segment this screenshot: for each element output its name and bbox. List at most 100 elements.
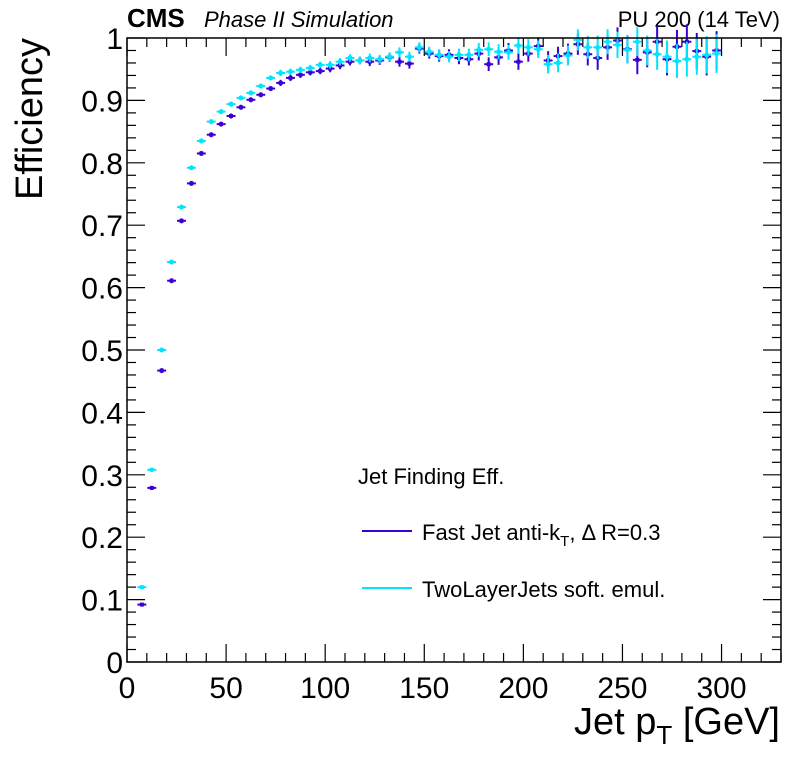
point-marker <box>308 65 313 70</box>
data-point <box>484 42 494 57</box>
data-point <box>236 104 246 110</box>
point-marker <box>357 58 362 63</box>
data-point <box>177 204 186 210</box>
data-point <box>305 64 315 72</box>
data-point <box>622 36 632 64</box>
data-point <box>533 40 543 58</box>
point-marker <box>149 467 154 472</box>
point-marker <box>238 105 243 110</box>
conditions-label: PU 200 (14 TeV) <box>618 7 780 32</box>
point-marker <box>179 218 184 223</box>
data-point <box>395 47 404 58</box>
data-point <box>276 79 286 87</box>
data-point <box>167 259 177 265</box>
data-point <box>712 34 722 73</box>
point-marker <box>546 62 551 67</box>
legend: Jet Finding Eff. Fast Jet anti-kT, Δ R=0… <box>358 464 665 602</box>
point-marker <box>645 48 650 53</box>
plot-frame <box>126 37 782 663</box>
point-marker <box>189 165 194 170</box>
y-tick-label: 0.6 <box>81 273 123 306</box>
point-marker <box>308 70 313 75</box>
series-1 <box>137 27 722 590</box>
data-point <box>157 347 167 353</box>
data-point <box>256 92 266 98</box>
x-axis-title-main: Jet p <box>574 701 656 743</box>
data-point <box>246 97 256 103</box>
point-marker <box>278 80 283 85</box>
point-marker <box>229 102 234 107</box>
legend-label-fastjet-main: Fast Jet anti-k <box>422 520 561 545</box>
data-point <box>345 54 355 62</box>
data-point <box>295 66 305 73</box>
data-point <box>642 35 652 66</box>
legend-label-fastjet-rest: , Δ R=0.3 <box>569 520 660 545</box>
point-marker <box>635 57 640 62</box>
data-point <box>414 42 424 53</box>
point-marker <box>694 54 699 59</box>
point-marker <box>328 62 333 67</box>
data-point <box>385 52 395 62</box>
data-point <box>444 51 454 63</box>
point-marker <box>605 39 610 44</box>
point-marker <box>377 57 382 62</box>
point-marker <box>397 50 402 55</box>
data-point <box>157 368 167 374</box>
point-marker <box>674 59 679 64</box>
data-point <box>206 132 216 138</box>
point-marker <box>298 67 303 72</box>
data-point <box>266 86 276 92</box>
data-point <box>702 36 712 74</box>
data-point <box>632 27 642 57</box>
data-point <box>226 113 236 119</box>
data-point <box>513 37 523 54</box>
point-marker <box>159 368 164 373</box>
point-marker <box>456 52 461 57</box>
data-point <box>484 57 494 72</box>
point-marker <box>199 151 204 156</box>
data-point <box>593 35 603 60</box>
y-tick-label: 0 <box>106 647 123 680</box>
data-point <box>652 38 662 70</box>
point-marker <box>268 86 273 91</box>
data-point <box>464 48 474 62</box>
point-marker <box>169 278 174 283</box>
point-marker <box>199 138 204 143</box>
data-point <box>603 29 613 55</box>
point-marker <box>486 47 491 52</box>
point-marker <box>248 90 253 95</box>
point-marker <box>565 53 570 58</box>
point-marker <box>714 51 719 56</box>
data-point <box>147 485 157 490</box>
data-point <box>692 38 702 75</box>
simulation-label: Phase II Simulation <box>204 7 394 32</box>
data-point <box>355 56 365 65</box>
data-point <box>226 101 236 107</box>
point-marker <box>575 37 580 42</box>
point-marker <box>149 485 154 490</box>
point-marker <box>209 132 214 137</box>
data-point <box>613 31 622 58</box>
x-tick-label: 300 <box>697 672 747 705</box>
x-tick-label: 250 <box>597 672 647 705</box>
x-axis-title-unit: [GeV] <box>672 701 780 743</box>
y-tick-label: 0.5 <box>81 335 123 368</box>
x-axis-title: Jet pT [GeV] <box>574 701 780 750</box>
point-marker <box>229 114 234 118</box>
legend-label-fastjet: Fast Jet anti-kT, Δ R=0.3 <box>422 520 660 550</box>
point-marker <box>318 69 323 74</box>
point-marker <box>288 69 293 74</box>
point-marker <box>268 75 273 80</box>
point-marker <box>258 92 263 97</box>
point-marker <box>536 47 541 52</box>
data-point <box>216 121 226 127</box>
point-marker <box>684 57 689 62</box>
data-point <box>543 54 553 74</box>
y-tick-label: 0.3 <box>81 460 123 493</box>
point-marker <box>258 84 263 89</box>
point-marker <box>159 348 164 352</box>
data-point <box>424 46 434 57</box>
y-tick-label: 0.4 <box>81 397 123 430</box>
data-point <box>276 69 286 77</box>
data-point <box>404 51 414 62</box>
